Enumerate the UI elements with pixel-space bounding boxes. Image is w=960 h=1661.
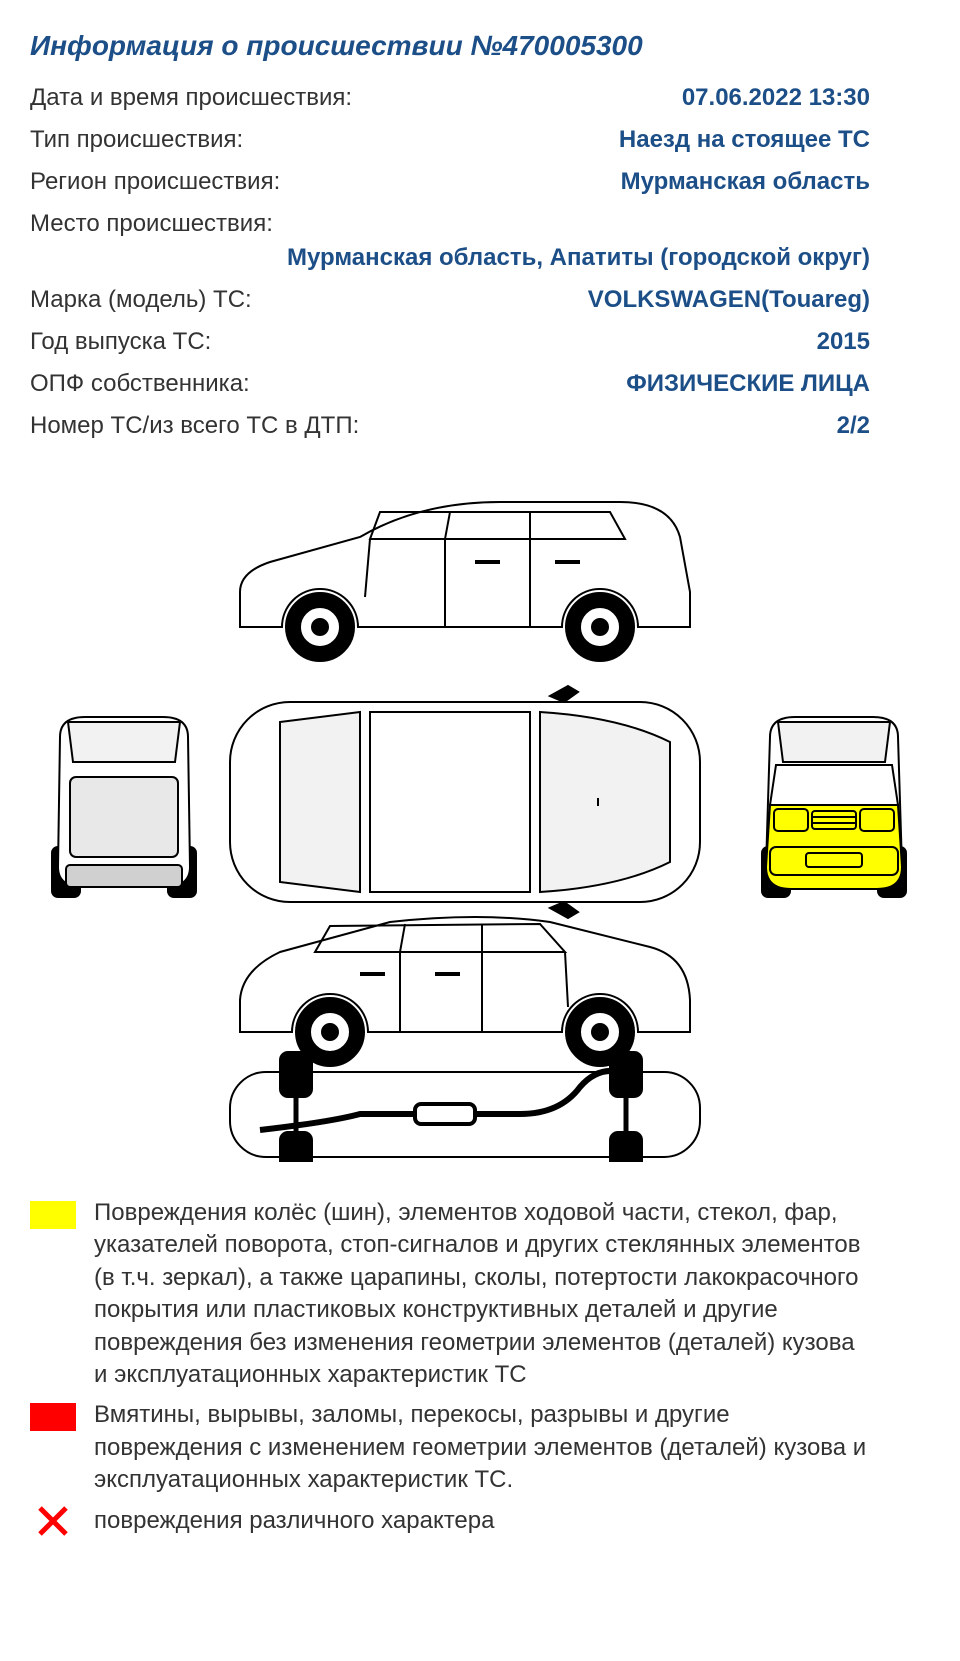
value-place: Мурманская область, Апатиты (городской о… xyxy=(30,244,870,272)
row-year: Год выпуска ТС: 2015 xyxy=(30,328,870,356)
legend-text-red: Вмятины, вырывы, заломы, перекосы, разры… xyxy=(94,1399,870,1496)
value-owner: ФИЗИЧЕСКИЕ ЛИЦА xyxy=(258,370,870,398)
legend-text-yellow: Повреждения колёс (шин), элементов ходов… xyxy=(94,1197,870,1391)
value-make: VOLKSWAGEN(Touareg) xyxy=(260,286,870,314)
legend-text-x: повреждения различного характера xyxy=(94,1505,494,1537)
legend-row-red: Вмятины, вырывы, заломы, перекосы, разры… xyxy=(30,1399,870,1496)
vehicle-damage-diagram xyxy=(30,462,930,1162)
value-num: 2/2 xyxy=(367,412,870,440)
label-type: Тип происшествия: xyxy=(30,126,243,154)
row-make: Марка (модель) ТС: VOLKSWAGEN(Touareg) xyxy=(30,286,870,314)
swatch-red xyxy=(30,1403,76,1431)
label-place: Место происшествия: xyxy=(30,210,273,237)
row-owner: ОПФ собственника: ФИЗИЧЕСКИЕ ЛИЦА xyxy=(30,370,870,398)
page-title: Информация о происшествии №470005300 xyxy=(30,30,870,62)
legend-row-yellow: Повреждения колёс (шин), элементов ходов… xyxy=(30,1197,870,1391)
label-year: Год выпуска ТС: xyxy=(30,328,211,356)
row-num: Номер ТС/из всего ТС в ДТП: 2/2 xyxy=(30,412,870,440)
label-datetime: Дата и время происшествия: xyxy=(30,84,352,112)
label-num: Номер ТС/из всего ТС в ДТП: xyxy=(30,412,359,440)
value-datetime: 07.06.2022 13:30 xyxy=(360,84,870,112)
value-region: Мурманская область xyxy=(288,168,870,196)
x-mark-icon xyxy=(30,1507,76,1535)
value-year: 2015 xyxy=(219,328,870,356)
row-region: Регион происшествия: Мурманская область xyxy=(30,168,870,196)
label-make: Марка (модель) ТС: xyxy=(30,286,252,314)
row-datetime: Дата и время происшествия: 07.06.2022 13… xyxy=(30,84,870,112)
label-owner: ОПФ собственника: xyxy=(30,370,250,398)
legend: Повреждения колёс (шин), элементов ходов… xyxy=(30,1197,870,1537)
swatch-yellow xyxy=(30,1201,76,1229)
row-type: Тип происшествия: Наезд на стоящее ТС xyxy=(30,126,870,154)
value-type: Наезд на стоящее ТС xyxy=(251,126,870,154)
row-place: Место происшествия: Мурманская область, … xyxy=(30,210,870,272)
label-region: Регион происшествия: xyxy=(30,168,280,196)
legend-row-x: повреждения различного характера xyxy=(30,1505,870,1537)
